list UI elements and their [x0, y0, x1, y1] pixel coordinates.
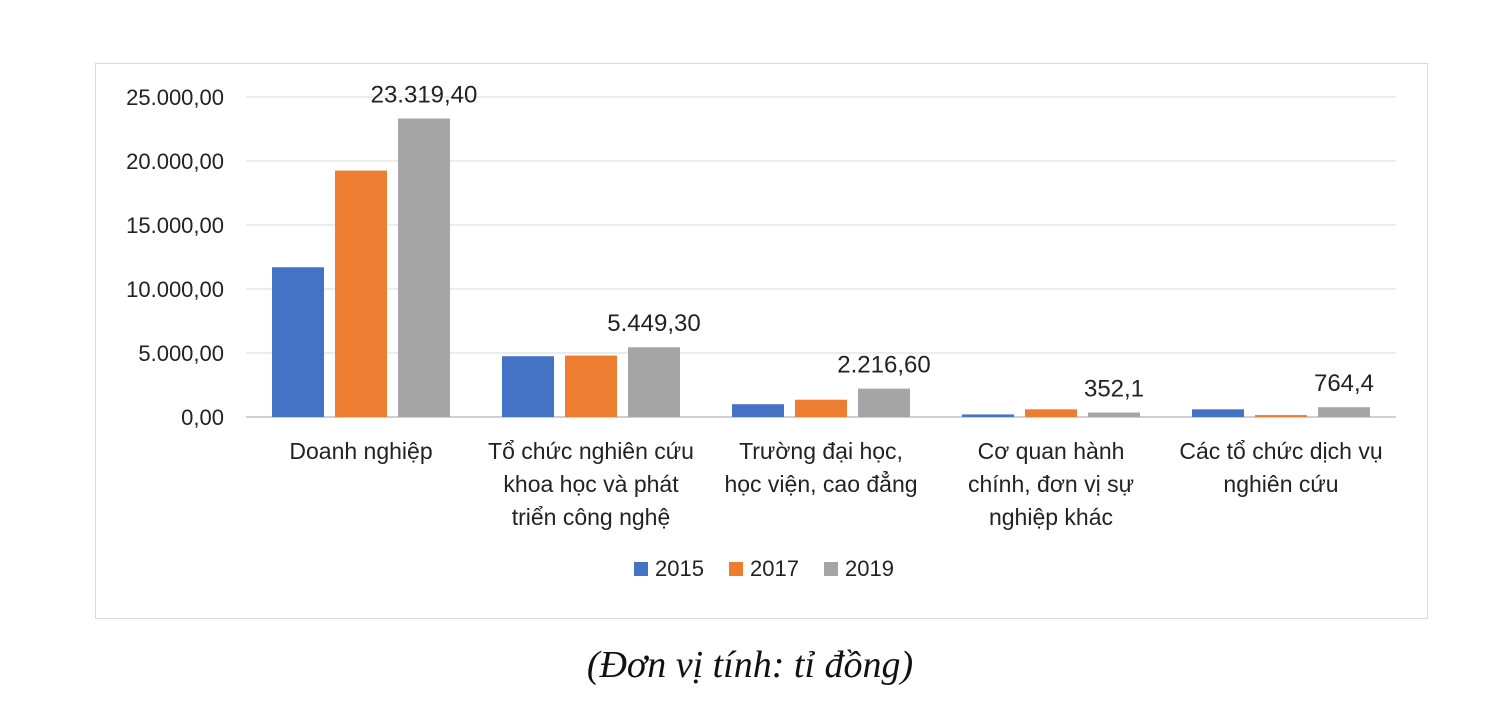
legend-swatch-2017 — [729, 562, 743, 576]
bar-2017 — [335, 170, 387, 417]
bar-2015 — [962, 414, 1014, 417]
bar-2019 — [1088, 412, 1140, 417]
y-tick-label: 10.000,00 — [126, 277, 224, 302]
bar-2017 — [795, 399, 847, 417]
y-tick-label: 25.000,00 — [126, 85, 224, 110]
data-label: 2.216,60 — [837, 352, 930, 379]
bar-2015 — [732, 404, 784, 417]
category-label: Trường đại học, — [739, 438, 903, 464]
bar-2015 — [502, 356, 554, 417]
y-tick-label: 20.000,00 — [126, 149, 224, 174]
bar-2019 — [398, 118, 450, 417]
bar-2017 — [1255, 415, 1307, 417]
category-label: học viện, cao đẳng — [724, 469, 917, 497]
legend-swatch-2019 — [824, 562, 838, 576]
bar-chart: 0,00 5.000,00 10.000,00 15.000,00 20.000,00 2… — [126, 82, 1396, 581]
legend-label: 2015 — [655, 556, 704, 581]
bar-2015 — [1192, 409, 1244, 417]
category-label: triển công nghệ — [512, 504, 671, 530]
bar-2017 — [565, 355, 617, 417]
category-label: Các tổ chức dịch vụ — [1179, 438, 1382, 464]
category-label: Doanh nghiệp — [289, 438, 432, 464]
legend-label: 2019 — [845, 556, 894, 581]
category-label: nghiệp khác — [989, 504, 1113, 530]
bar-2019 — [858, 388, 910, 417]
y-tick-label: 0,00 — [181, 405, 224, 430]
bar-2017 — [1025, 409, 1077, 417]
data-label: 5.449,30 — [607, 310, 700, 337]
y-tick-label: 5.000,00 — [138, 341, 224, 366]
category-label: nghiên cứu — [1223, 471, 1338, 497]
bar-2019 — [628, 347, 680, 417]
category-label: Tổ chức nghiên cứu — [488, 438, 694, 464]
legend-label: 2017 — [750, 556, 799, 581]
data-label: 23.319,40 — [371, 82, 478, 109]
unit-caption: (Đơn vị tính: tỉ đồng) — [586, 644, 914, 686]
bar-2019 — [1318, 407, 1370, 417]
category-label: chính, đơn vị sự — [968, 471, 1134, 497]
bar-2015 — [272, 267, 324, 417]
category-label: khoa học và phát — [503, 471, 679, 497]
chart-area: 0,00 5.000,00 10.000,00 15.000,00 20.000,00 2… — [95, 63, 1428, 619]
data-label: 352,1 — [1084, 375, 1144, 402]
data-label: 764,4 — [1314, 370, 1374, 397]
y-tick-label: 15.000,00 — [126, 213, 224, 238]
category-label: Cơ quan hành — [978, 438, 1125, 464]
legend-swatch-2015 — [634, 562, 648, 576]
